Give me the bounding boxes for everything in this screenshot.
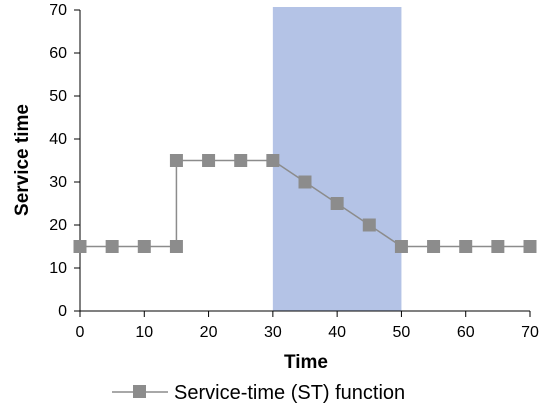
data-point xyxy=(169,154,183,167)
data-point xyxy=(73,240,87,253)
y-tick-label: 60 xyxy=(49,45,67,62)
data-point xyxy=(169,240,183,253)
series-line xyxy=(80,159,530,248)
y-tick-label: 30 xyxy=(49,174,67,191)
data-point xyxy=(459,240,473,253)
x-tick-label: 70 xyxy=(521,324,539,341)
legend: Service-time (ST) function xyxy=(112,382,405,404)
x-tick-label: 40 xyxy=(328,324,346,341)
data-point xyxy=(523,240,537,253)
highlight-band xyxy=(272,7,402,311)
y-tick-label: 70 xyxy=(49,2,67,19)
x-tick-label: 50 xyxy=(393,324,411,341)
y-axis-title: Service time xyxy=(12,104,33,216)
x-tick-label: 30 xyxy=(264,324,282,341)
x-tick-label: 10 xyxy=(135,324,153,341)
x-axis-title: Time xyxy=(284,352,328,373)
data-point xyxy=(137,240,151,253)
x-tick-label: 20 xyxy=(200,324,218,341)
data-point xyxy=(266,154,280,167)
y-tick-label: 0 xyxy=(58,303,67,320)
data-point xyxy=(105,240,119,253)
plot-area: 0 10 20 30 40 50 60 70 0 10 20 30 40 50 60 70 xyxy=(49,2,539,341)
data-point xyxy=(330,197,344,210)
y-tick-label: 40 xyxy=(49,131,67,148)
y-tick-label: 10 xyxy=(49,260,67,277)
legend-marker xyxy=(133,385,146,398)
data-point xyxy=(202,154,216,167)
data-point xyxy=(394,240,408,253)
data-point xyxy=(491,240,505,253)
y-tick-label: 50 xyxy=(49,88,67,105)
legend-label: Service-time (ST) function xyxy=(174,382,405,404)
x-tick-label: 0 xyxy=(76,324,85,341)
y-tick-label: 20 xyxy=(49,217,67,234)
data-point xyxy=(362,218,376,232)
data-point xyxy=(234,154,248,167)
data-point xyxy=(298,175,312,189)
data-point xyxy=(427,240,441,253)
x-tick-label: 60 xyxy=(457,324,475,341)
